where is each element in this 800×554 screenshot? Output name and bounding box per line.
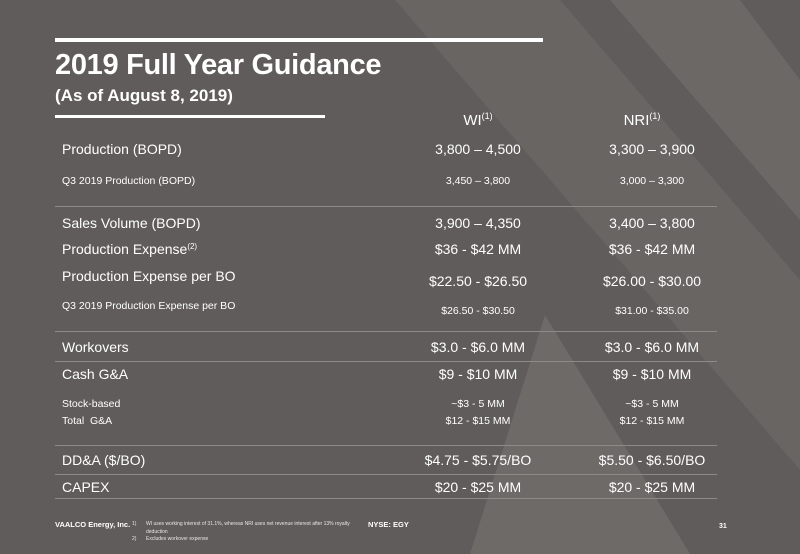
footnote-2-number: 2)	[132, 536, 137, 542]
column-header-nri-label: NRI	[623, 112, 650, 129]
column-header-nri-footnote: (1)	[649, 111, 661, 121]
row-label-production-expense-text: Production Expense	[62, 241, 188, 257]
row-label-capex: CAPEX	[62, 479, 110, 495]
page-title: 2019 Full Year Guidance	[55, 49, 382, 81]
row-nri-production-expense: $36 - $42 MM	[608, 241, 696, 257]
row-wi-production-expense: $36 - $42 MM	[434, 241, 522, 257]
row-label-dda: DD&A ($/BO)	[62, 452, 146, 468]
row-wi-sales-volume: 3,900 – 4,350	[435, 215, 521, 231]
row-nri-expense-per-bo: $26.00 - $30.00	[602, 273, 702, 289]
column-header-wi-footnote: (1)	[481, 111, 493, 121]
table-divider	[55, 498, 717, 499]
row-wi-dda: $4.75 - $5.75/BO	[424, 452, 532, 468]
row-wi-workovers: $3.0 - $6.0 MM	[430, 339, 526, 355]
row-nri-q3-expense-per-bo: $31.00 - $35.00	[615, 305, 689, 317]
row-label-expense-per-bo: Production Expense per BO	[62, 268, 236, 284]
row-nri-production: 3,300 – 3,900	[609, 141, 695, 157]
column-header-wi-label: WI	[463, 112, 482, 129]
row-label-production-expense: Production Expense(2)	[62, 241, 197, 257]
footer-company-name: VAALCO Energy, Inc.	[55, 520, 131, 529]
table-divider	[55, 445, 717, 446]
table-divider	[55, 206, 717, 207]
footnote-2-text: Excludes workover expense	[146, 536, 209, 542]
column-header-nri: NRI(1)	[582, 111, 702, 129]
row-wi-stock-based: ~$3 - 5 MM	[451, 398, 505, 410]
row-nri-dda: $5.50 - $6.50/BO	[598, 452, 706, 468]
row-wi-expense-per-bo: $22.50 - $26.50	[428, 273, 528, 289]
row-label-production: Production (BOPD)	[62, 141, 182, 157]
row-wi-total-ga: $12 - $15 MM	[445, 415, 511, 427]
footnote-1-text: WI uses working interest of 31.1%, where…	[146, 521, 350, 535]
row-label-stock-based: Stock-based	[62, 398, 121, 410]
row-label-production-expense-footnote: (2)	[187, 242, 198, 251]
row-label-q3-production: Q3 2019 Production (BOPD)	[62, 175, 196, 187]
footnote-1: 1) WI uses working interest of 31.1%, wh…	[132, 521, 366, 536]
row-label-sales-volume: Sales Volume (BOPD)	[62, 215, 201, 231]
row-nri-sales-volume: 3,400 – 3,800	[609, 215, 695, 231]
row-wi-q3-expense-per-bo: $26.50 - $30.50	[441, 305, 515, 317]
row-wi-capex: $20 - $25 MM	[434, 479, 522, 495]
row-nri-capex: $20 - $25 MM	[608, 479, 696, 495]
title-top-rule	[55, 38, 543, 42]
footnote-1-number: 1)	[132, 521, 137, 527]
row-wi-q3-production: 3,450 – 3,800	[445, 175, 511, 187]
row-nri-q3-production: 3,000 – 3,300	[619, 175, 685, 187]
row-wi-cash-ga: $9 - $10 MM	[438, 366, 518, 382]
row-label-total-ga: Total G&A	[62, 415, 113, 427]
row-nri-workovers: $3.0 - $6.0 MM	[604, 339, 700, 355]
table-divider	[55, 361, 717, 362]
table-divider	[55, 331, 717, 332]
footer-notes: 1) WI uses working interest of 31.1%, wh…	[132, 521, 366, 544]
row-nri-stock-based: ~$3 - 5 MM	[625, 398, 679, 410]
footer-ticker: NYSE: EGY	[368, 520, 409, 529]
page-number: 31	[719, 523, 727, 530]
row-nri-total-ga: $12 - $15 MM	[619, 415, 685, 427]
column-header-wi: WI(1)	[418, 111, 538, 129]
row-wi-production: 3,800 – 4,500	[435, 141, 521, 157]
row-nri-cash-ga: $9 - $10 MM	[612, 366, 692, 382]
row-label-q3-expense-per-bo: Q3 2019 Production Expense per BO	[62, 300, 236, 312]
page-subtitle: (As of August 8, 2019)	[55, 86, 233, 105]
subtitle-rule	[55, 115, 325, 118]
footnote-2: 2) Excludes workover expense	[132, 536, 366, 544]
row-label-workovers: Workovers	[62, 339, 129, 355]
table-divider	[55, 474, 717, 475]
row-label-cash-ga: Cash G&A	[62, 366, 129, 382]
